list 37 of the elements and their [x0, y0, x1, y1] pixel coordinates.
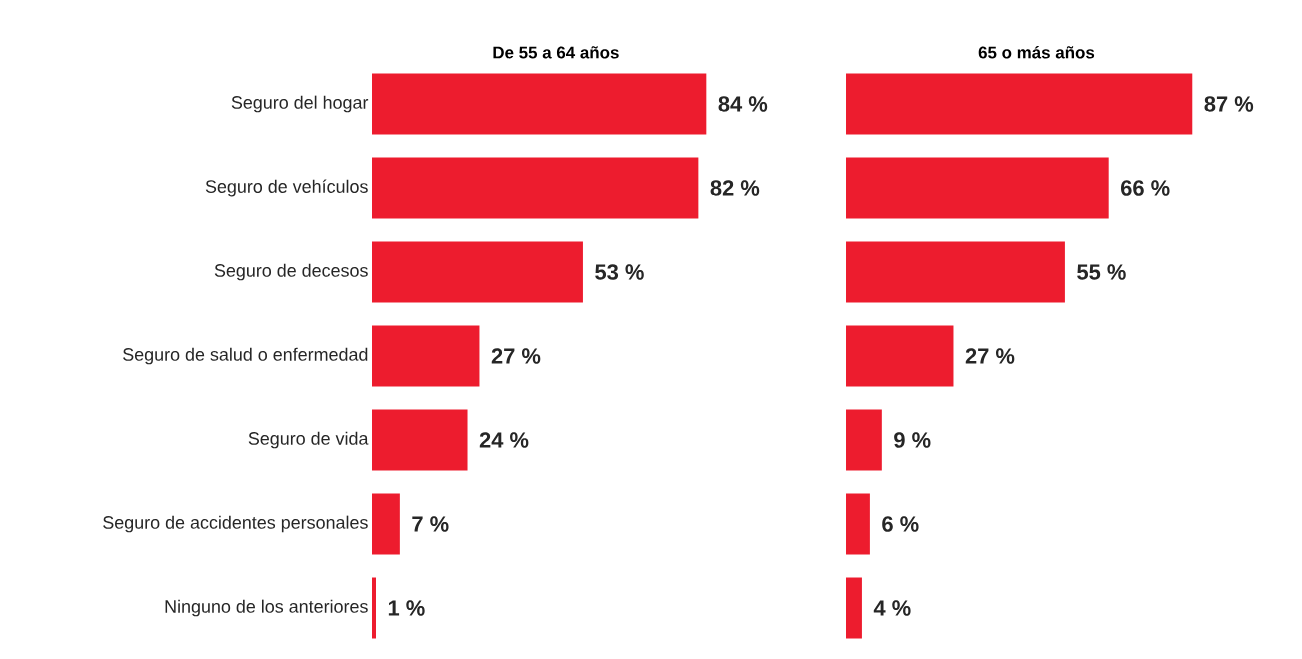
data-label: 7 % [412, 516, 449, 532]
data-label: 87 % [1204, 96, 1254, 112]
data-label: 82 % [710, 180, 760, 196]
bar [846, 157, 1109, 219]
data-label: 1 % [388, 600, 425, 616]
chart-title: De 55 a 64 años [493, 46, 619, 59]
chart-title: 65 o más años [978, 45, 1095, 59]
bar [372, 157, 699, 219]
bar [372, 73, 707, 135]
bar [846, 73, 1193, 135]
y-tick-label: Seguro del hogar [231, 95, 369, 113]
bar [846, 577, 862, 639]
data-label: 53 % [595, 264, 644, 280]
bar [372, 241, 583, 303]
bar [372, 577, 376, 639]
y-tick-label: Seguro de decesos [214, 263, 368, 281]
bar [846, 325, 954, 387]
data-label: 27 % [965, 348, 1015, 364]
y-tick-label: Seguro de salud o enfermedad [123, 347, 368, 365]
bar [846, 493, 870, 555]
data-label: 24 % [479, 432, 529, 448]
data-label: 9 % [894, 432, 931, 448]
data-label: 84 % [718, 96, 768, 112]
y-tick-label: Ninguno de los anteriores [165, 599, 368, 617]
bar [372, 493, 400, 555]
bar [372, 409, 468, 471]
data-label: 27 % [491, 348, 541, 364]
data-label: 4 % [873, 600, 911, 616]
data-label: 55 % [1077, 264, 1126, 280]
y-tick-label: Seguro de vida [248, 431, 369, 449]
y-tick-label: Seguro de accidentes personales [103, 515, 368, 533]
data-label: 6 % [882, 516, 919, 532]
bar [846, 241, 1065, 303]
y-tick-label: Seguro de vehículos [205, 179, 368, 197]
data-label: 66 % [1121, 180, 1170, 196]
bar [846, 409, 882, 471]
bar [372, 325, 480, 387]
